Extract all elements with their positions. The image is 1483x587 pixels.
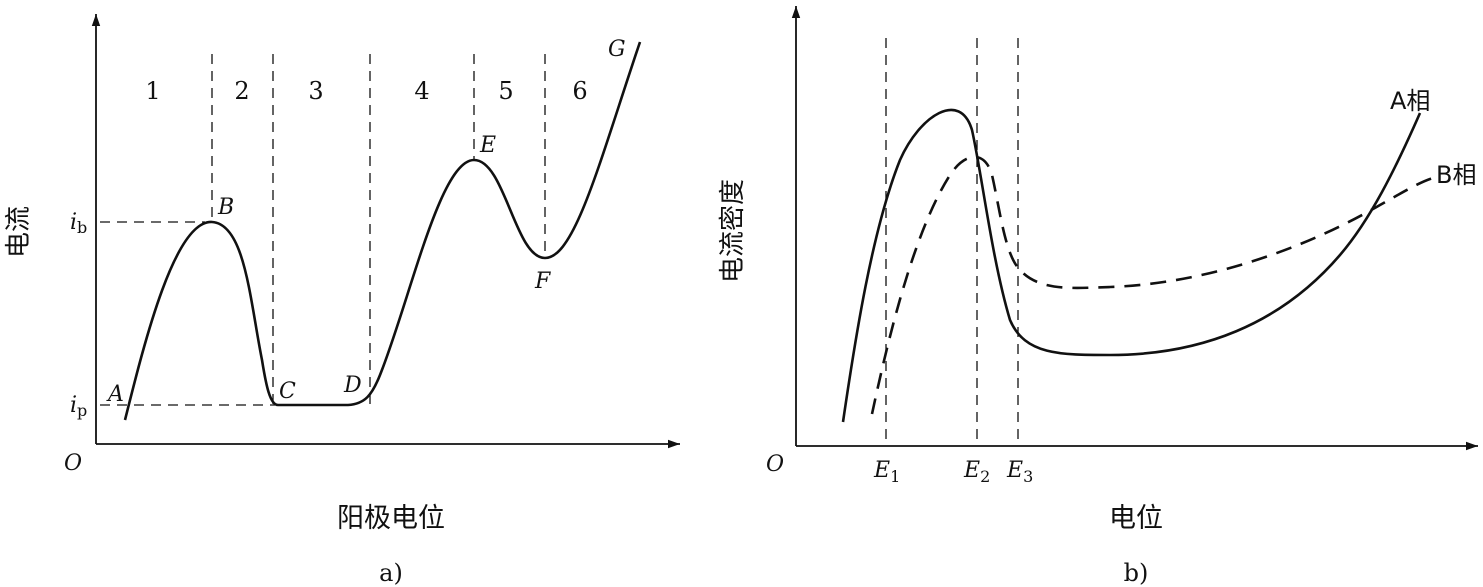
panel-b-y-axis-title: 电流密度	[718, 179, 748, 283]
region-6-label: 6	[572, 77, 587, 105]
panel-a-region-dividers	[100, 54, 546, 406]
point-A-label: A	[106, 382, 124, 407]
point-B-label: B	[217, 195, 234, 220]
series-A-phase-curve	[841, 108, 1422, 423]
E3-tick-label: E3	[1006, 458, 1033, 486]
panel-b-potential-markers	[885, 38, 1019, 446]
E2-tick-label: E2	[963, 458, 990, 486]
region-3-label: 3	[308, 77, 323, 105]
panel-a-caption: a)	[379, 559, 403, 587]
point-E-label: E	[479, 133, 496, 158]
series-B-label: B相	[1436, 161, 1476, 189]
panel-a-y-axis-title: 电流	[4, 206, 34, 258]
point-D-label: D	[343, 373, 362, 398]
ib-tick-label: ib	[70, 210, 87, 237]
series-B-phase-curve	[870, 155, 1434, 415]
region-5-label: 5	[498, 77, 513, 105]
panel-a-anodic-polarization-curve	[123, 41, 642, 421]
panel-b-x-axis-title: 电位	[1109, 503, 1163, 534]
ip-tick-label: ip	[70, 393, 87, 420]
panel-a-point-labels: A B C D E F G	[106, 37, 626, 407]
panel-a-chart: 1 2 3 4 5 6 A B C D E F G ib ip O 电流 阳极电…	[4, 14, 680, 587]
panel-b-chart: A相 B相 E1 E2 E3 O 电流密度 电位 b)	[718, 6, 1478, 587]
panel-b-origin-label: O	[766, 452, 784, 477]
region-1-label: 1	[145, 77, 160, 105]
panel-b-caption: b)	[1124, 559, 1149, 587]
point-C-label: C	[279, 379, 296, 404]
point-F-label: F	[534, 269, 551, 294]
panel-a-region-numbers: 1 2 3 4 5 6	[145, 77, 587, 105]
panel-a-x-axis-title: 阳极电位	[337, 503, 445, 534]
region-2-label: 2	[234, 77, 249, 105]
series-A-label: A相	[1390, 87, 1430, 115]
region-4-label: 4	[414, 77, 429, 105]
point-G-label: G	[608, 37, 626, 62]
E1-tick-label: E1	[873, 458, 900, 486]
panel-a-origin-label: O	[64, 451, 82, 476]
